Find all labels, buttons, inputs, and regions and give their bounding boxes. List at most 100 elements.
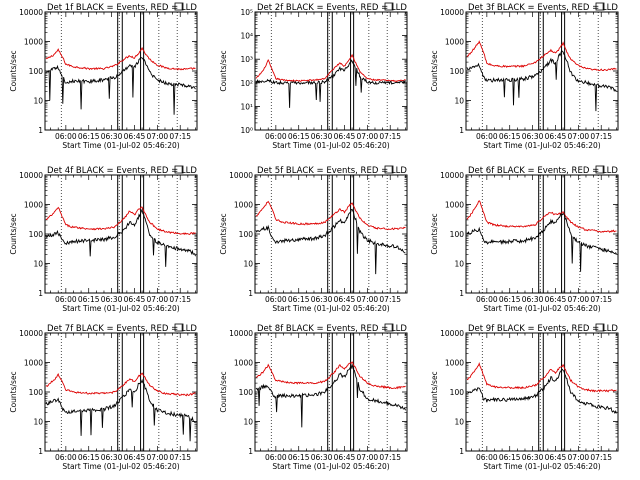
y-tick-label: 10000 xyxy=(229,171,253,180)
x-tick-label: 07:15 xyxy=(169,453,191,462)
x-tick-label: 06:45 xyxy=(124,132,146,141)
series-line-red xyxy=(255,361,406,390)
y-tick-label: 10000 xyxy=(440,171,464,180)
x-tick-label: 06:15 xyxy=(78,295,100,304)
y-tick-label: 10 xyxy=(454,97,464,106)
y-tick-label: 10² xyxy=(240,79,253,88)
y-tick-label: 1 xyxy=(248,289,253,298)
x-tick-label: 06:15 xyxy=(78,453,100,462)
y-tick-label: 100 xyxy=(450,388,465,397)
x-tick-label: 06:00 xyxy=(265,453,287,462)
x-tick-label: 07:00 xyxy=(568,453,590,462)
x-tick-label: 06:00 xyxy=(476,295,498,304)
chart-title: Det 2f BLACK = Events, RED = LLD xyxy=(257,3,407,13)
legend-box-icon xyxy=(384,323,394,332)
x-tick-label: 06:30 xyxy=(522,453,544,462)
x-tick-label: 07:00 xyxy=(147,295,169,304)
x-axis-label: Start Time (01-Jul-02 05:46:20) xyxy=(62,462,179,471)
x-tick-label: 06:00 xyxy=(55,132,77,141)
series-line-black xyxy=(466,49,617,112)
y-tick-label: 10000 xyxy=(229,329,253,338)
series-line-red xyxy=(45,372,196,397)
y-tick-label: 10³ xyxy=(240,55,253,64)
chart-panel-9: Det 9f BLACK = Events, RED = LLD 1 10 100 10… xyxy=(430,323,619,471)
x-tick-label: 06:30 xyxy=(101,132,123,141)
chart-title: Det 9f BLACK = Events, RED = LLD xyxy=(468,324,618,334)
legend-box-icon xyxy=(595,323,605,332)
series-line-red xyxy=(466,40,617,72)
y-tick-label: 1000 xyxy=(24,359,43,368)
x-tick-label: 06:30 xyxy=(101,295,123,304)
series-line-black xyxy=(466,368,617,415)
y-tick-label: 100 xyxy=(239,230,254,239)
legend-box-icon xyxy=(174,323,184,332)
plot-frame xyxy=(254,332,408,452)
x-tick-label: 07:15 xyxy=(379,453,401,462)
y-axis-label: Counts/sec xyxy=(219,50,228,91)
y-tick-label: 10 xyxy=(33,260,43,269)
x-tick-label: 06:15 xyxy=(499,453,521,462)
plot-frame xyxy=(44,174,198,294)
y-tick-label: 10000 xyxy=(440,8,464,17)
x-tick-label: 06:30 xyxy=(101,453,123,462)
x-tick-label: 06:15 xyxy=(288,132,310,141)
y-tick-label: 1000 xyxy=(24,201,43,210)
series-line-black xyxy=(45,208,196,267)
y-tick-label: 10⁴ xyxy=(240,32,253,41)
x-tick-label: 07:15 xyxy=(379,295,401,304)
x-tick-label: 06:45 xyxy=(545,295,567,304)
x-tick-label: 06:00 xyxy=(476,132,498,141)
series-line-red xyxy=(466,362,617,393)
y-axis-label: Counts/sec xyxy=(9,213,18,254)
y-tick-label: 10 xyxy=(243,418,253,427)
y-axis-label: Counts/sec xyxy=(219,213,228,254)
x-tick-label: 06:15 xyxy=(288,295,310,304)
y-tick-label: 10 xyxy=(33,418,43,427)
plot-frame xyxy=(254,11,408,131)
y-tick-label: 1 xyxy=(459,447,464,456)
chart-title: Det 6f BLACK = Events, RED = LLD xyxy=(468,166,618,176)
x-tick-label: 06:30 xyxy=(522,132,544,141)
y-axis-label: Counts/sec xyxy=(9,50,18,91)
y-axis-label: Counts/sec xyxy=(430,50,439,91)
chart-panel-6: Det 6f BLACK = Events, RED = LLD 1 10 100 10… xyxy=(430,165,619,313)
y-tick-label: 100 xyxy=(29,388,44,397)
x-tick-label: 06:45 xyxy=(545,132,567,141)
plot-frame xyxy=(465,174,619,294)
series-line-red xyxy=(45,46,196,71)
y-tick-label: 1000 xyxy=(234,359,253,368)
x-tick-label: 06:45 xyxy=(124,453,146,462)
series-line-red xyxy=(46,206,196,236)
y-axis-label: Counts/sec xyxy=(430,371,439,412)
x-tick-label: 07:00 xyxy=(357,453,379,462)
x-axis-label: Start Time (01-Jul-02 05:46:20) xyxy=(62,304,179,313)
x-tick-label: 06:15 xyxy=(288,453,310,462)
y-tick-label: 10 xyxy=(243,260,253,269)
legend-box-icon xyxy=(595,165,605,174)
x-tick-label: 06:00 xyxy=(476,453,498,462)
x-tick-label: 06:30 xyxy=(311,453,333,462)
y-axis-label: Counts/sec xyxy=(9,371,18,412)
series-line-red xyxy=(255,53,406,83)
chart-panel-3: Det 3f BLACK = Events, RED = LLD 1 10 100 10… xyxy=(430,2,619,150)
chart-title: Det 1f BLACK = Events, RED = LLD xyxy=(47,3,197,13)
chart-panel-1: Det 1f BLACK = Events, RED = LLD 1 10 100 10… xyxy=(9,2,198,150)
y-tick-label: 1 xyxy=(38,289,43,298)
plot-frame xyxy=(44,332,198,452)
x-tick-label: 06:00 xyxy=(265,295,287,304)
y-tick-label: 10000 xyxy=(440,329,464,338)
series-line-black xyxy=(45,378,196,442)
series-line-black xyxy=(466,213,617,272)
y-tick-label: 10000 xyxy=(19,171,43,180)
x-tick-label: 06:45 xyxy=(545,453,567,462)
x-tick-label: 07:15 xyxy=(169,132,191,141)
x-axis-label: Start Time (01-Jul-02 05:46:20) xyxy=(483,304,600,313)
chart-panel-5: Det 5f BLACK = Events, RED = LLD 1 10 100 10… xyxy=(219,165,408,313)
x-tick-label: 07:00 xyxy=(568,132,590,141)
series-line-red xyxy=(255,200,406,231)
legend-box-icon xyxy=(384,2,394,11)
y-tick-label: 10000 xyxy=(19,329,43,338)
chart-panel-2: Det 2f BLACK = Events, RED = LLD 10⁰ 10¹ 10… xyxy=(219,2,408,150)
plot-frame xyxy=(465,332,619,452)
x-tick-label: 06:15 xyxy=(499,295,521,304)
